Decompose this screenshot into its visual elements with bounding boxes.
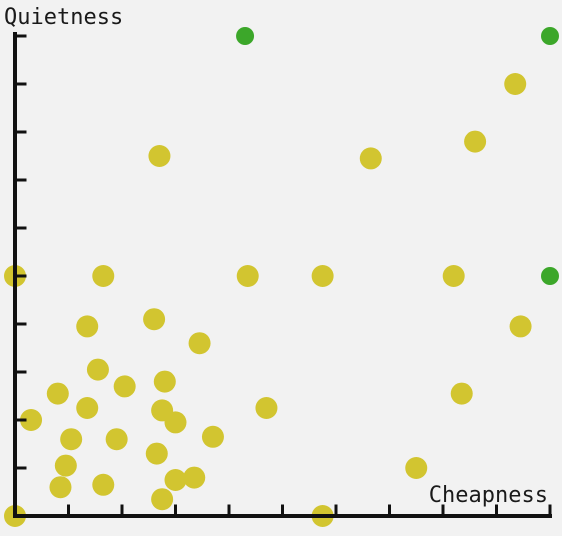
x-axis-label: Cheapness (429, 483, 548, 508)
data-point (236, 265, 259, 287)
data-point (255, 397, 278, 419)
data-point (164, 469, 187, 491)
data-point (49, 476, 72, 499)
data-point-highlight (236, 27, 255, 45)
axes-layer (13, 32, 552, 518)
points-layer (4, 27, 559, 527)
data-point (504, 73, 527, 95)
data-point (145, 442, 168, 465)
data-point (183, 466, 206, 489)
data-point (359, 147, 382, 170)
data-point (60, 428, 83, 451)
data-point (92, 265, 115, 287)
data-point (153, 370, 176, 393)
data-point (464, 130, 487, 153)
data-point (201, 425, 224, 448)
data-point (164, 411, 187, 434)
data-point (92, 473, 115, 496)
data-point (86, 358, 109, 381)
data-point (311, 265, 334, 287)
data-point (188, 332, 211, 355)
data-point (105, 428, 128, 451)
data-point (509, 315, 532, 338)
data-point (76, 315, 99, 338)
data-point (148, 145, 171, 167)
data-point (46, 382, 69, 405)
data-point (143, 308, 166, 331)
y-axis-label: Quietness (4, 5, 123, 30)
data-point (450, 382, 473, 405)
data-point (113, 375, 136, 398)
data-point-highlight (541, 267, 559, 285)
data-point (442, 265, 465, 287)
data-point-highlight (541, 27, 559, 45)
data-point (54, 454, 77, 477)
data-point (151, 488, 174, 511)
data-point (76, 397, 99, 419)
data-point (20, 409, 43, 431)
data-point (405, 457, 428, 479)
